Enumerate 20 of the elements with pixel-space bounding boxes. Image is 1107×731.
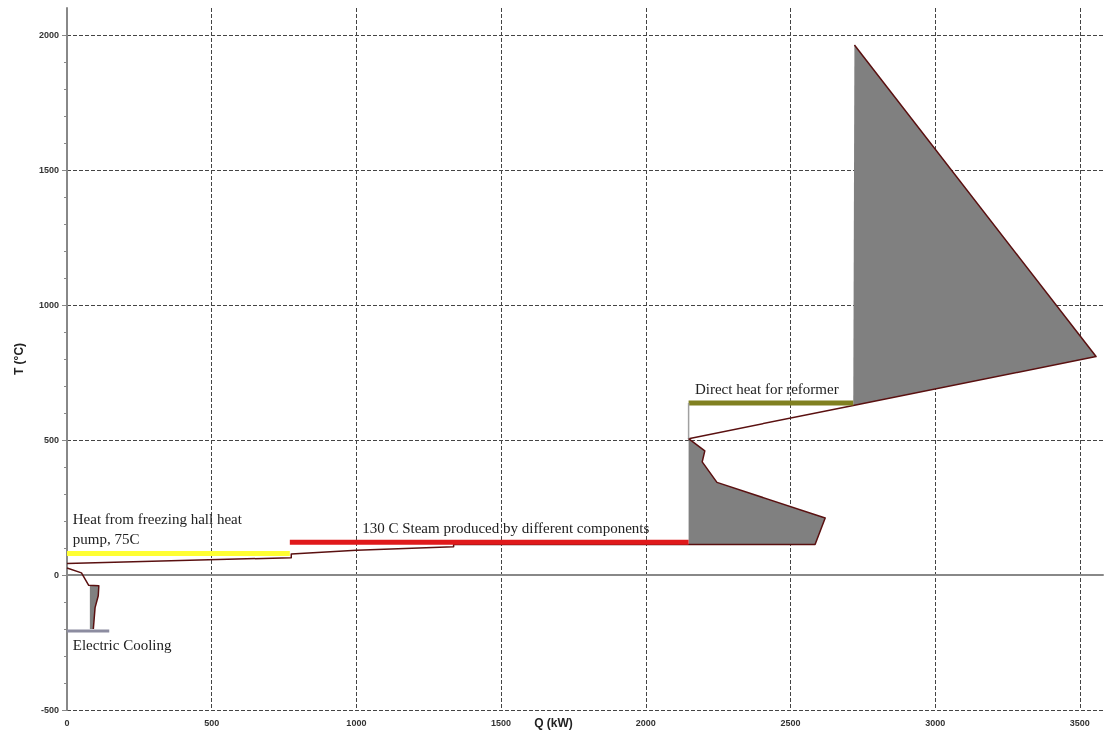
x-tick-label: 1000 <box>346 717 367 728</box>
annotation: Electric Cooling <box>72 636 173 653</box>
x-axis-title: Q (kW) <box>534 716 573 730</box>
y-tick-label: 1500 <box>38 165 59 175</box>
y-tick-label: 1000 <box>38 300 59 310</box>
x-tick-label: 3000 <box>925 717 946 728</box>
annotation: Heat from freezing hall heat pump, 75C <box>72 511 243 548</box>
y-tick-label: -500 <box>40 705 59 715</box>
x-tick-label: 2500 <box>780 717 801 728</box>
annotation: Direct heat for reformer <box>694 381 839 398</box>
y-tick-label: 500 <box>43 435 59 445</box>
x-tick-label: 500 <box>204 717 220 728</box>
annotation: 130 C Steam produced by different components <box>362 520 650 537</box>
x-tick-label: 3500 <box>1069 717 1090 728</box>
x-tick-label: 2000 <box>635 717 656 728</box>
x-tick-label: 0 <box>64 717 70 728</box>
y-tick-label: 2000 <box>38 30 59 40</box>
x-tick-label: 1500 <box>491 717 512 728</box>
y-axis-title: T (°C) <box>12 342 26 376</box>
y-tick-label: 0 <box>53 570 59 580</box>
